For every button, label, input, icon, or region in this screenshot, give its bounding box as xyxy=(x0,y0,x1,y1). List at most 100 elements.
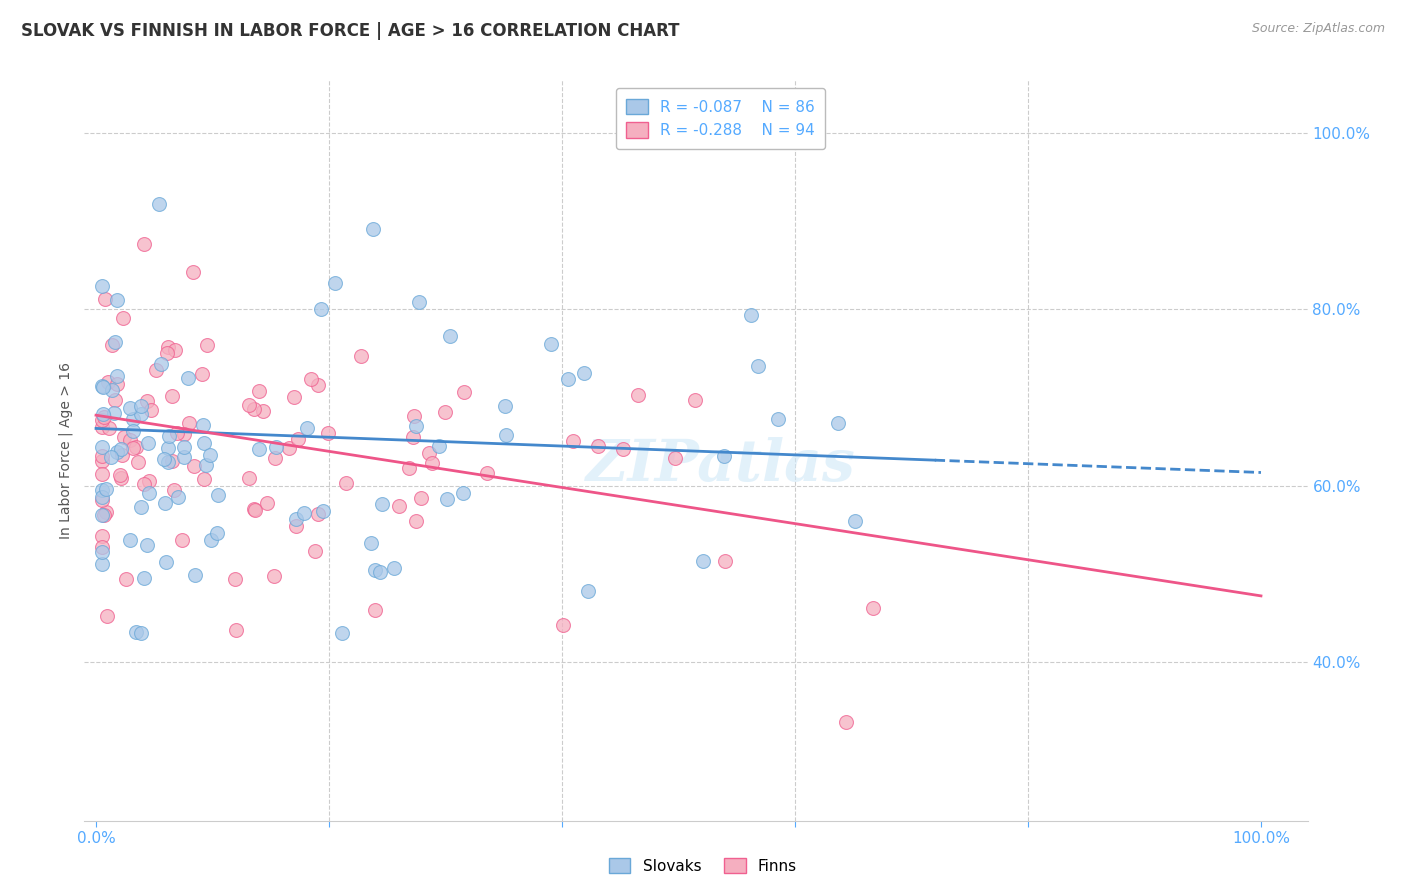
Point xyxy=(740,308,762,322)
Point xyxy=(200,533,222,548)
Point xyxy=(453,384,475,399)
Point xyxy=(225,624,247,638)
Point xyxy=(129,407,152,421)
Point xyxy=(177,371,200,385)
Point xyxy=(557,372,579,386)
Legend: Slovaks, Finns: Slovaks, Finns xyxy=(603,852,803,880)
Point xyxy=(402,430,425,444)
Point xyxy=(104,335,127,350)
Point xyxy=(475,467,498,481)
Point xyxy=(181,265,204,279)
Point xyxy=(572,367,595,381)
Text: SLOVAK VS FINNISH IN LABOR FORCE | AGE > 16 CORRELATION CHART: SLOVAK VS FINNISH IN LABOR FORCE | AGE >… xyxy=(21,22,679,40)
Point xyxy=(138,435,160,450)
Point xyxy=(167,490,190,504)
Point xyxy=(136,394,159,409)
Point xyxy=(122,424,145,438)
Point xyxy=(132,571,155,585)
Point xyxy=(292,506,315,520)
Point xyxy=(93,508,115,522)
Point xyxy=(157,429,180,443)
Point xyxy=(90,558,112,572)
Point xyxy=(382,561,405,575)
Point xyxy=(157,340,180,354)
Point xyxy=(191,417,214,432)
Point xyxy=(194,458,217,472)
Point xyxy=(330,626,353,640)
Point xyxy=(166,425,188,440)
Point xyxy=(184,568,207,582)
Point xyxy=(243,501,266,516)
Point xyxy=(153,496,176,510)
Point xyxy=(285,512,308,526)
Point xyxy=(127,455,149,469)
Point xyxy=(112,310,135,325)
Point xyxy=(96,609,118,624)
Point xyxy=(91,440,114,454)
Point xyxy=(198,448,221,462)
Point xyxy=(844,514,866,528)
Point xyxy=(439,329,461,343)
Point xyxy=(405,515,427,529)
Point xyxy=(714,554,737,568)
Point xyxy=(453,486,475,500)
Point xyxy=(156,345,179,359)
Point xyxy=(350,349,373,363)
Point xyxy=(243,401,266,416)
Y-axis label: In Labor Force | Age > 16: In Labor Force | Age > 16 xyxy=(59,362,73,539)
Point xyxy=(299,372,322,386)
Point xyxy=(433,405,456,419)
Point xyxy=(138,485,160,500)
Point xyxy=(247,442,270,457)
Point xyxy=(138,474,160,488)
Point xyxy=(145,363,167,377)
Point xyxy=(90,483,112,497)
Point xyxy=(835,715,858,730)
Point xyxy=(103,405,125,419)
Text: ZIPatlas: ZIPatlas xyxy=(585,437,855,493)
Point xyxy=(90,508,112,523)
Point xyxy=(160,389,183,403)
Point xyxy=(90,528,112,542)
Point xyxy=(540,336,562,351)
Point xyxy=(98,421,121,435)
Point xyxy=(155,555,177,569)
Point xyxy=(388,500,411,514)
Point xyxy=(170,533,193,547)
Point xyxy=(238,398,260,412)
Point xyxy=(173,440,195,454)
Point xyxy=(368,565,391,579)
Point xyxy=(207,488,229,502)
Point xyxy=(238,471,260,485)
Point xyxy=(398,460,420,475)
Point xyxy=(105,293,128,307)
Point xyxy=(418,445,440,459)
Point xyxy=(177,416,200,430)
Point xyxy=(94,505,117,519)
Point xyxy=(129,399,152,413)
Point xyxy=(108,468,131,483)
Point xyxy=(90,490,112,504)
Point xyxy=(420,456,443,470)
Point xyxy=(436,492,458,507)
Legend: R = -0.087    N = 86, R = -0.288    N = 94: R = -0.087 N = 86, R = -0.288 N = 94 xyxy=(616,88,825,149)
Point xyxy=(104,392,127,407)
Point xyxy=(129,625,152,640)
Point xyxy=(112,430,135,444)
Point xyxy=(263,451,285,466)
Point xyxy=(124,440,146,454)
Point xyxy=(576,583,599,598)
Point xyxy=(297,421,319,435)
Point xyxy=(307,507,329,521)
Point xyxy=(264,441,287,455)
Point xyxy=(125,624,148,639)
Point xyxy=(101,383,124,397)
Point xyxy=(316,425,339,440)
Point xyxy=(105,445,128,459)
Point xyxy=(132,237,155,252)
Point xyxy=(139,403,162,417)
Point xyxy=(163,343,186,357)
Point xyxy=(494,399,516,413)
Point xyxy=(195,338,218,352)
Point xyxy=(627,388,650,402)
